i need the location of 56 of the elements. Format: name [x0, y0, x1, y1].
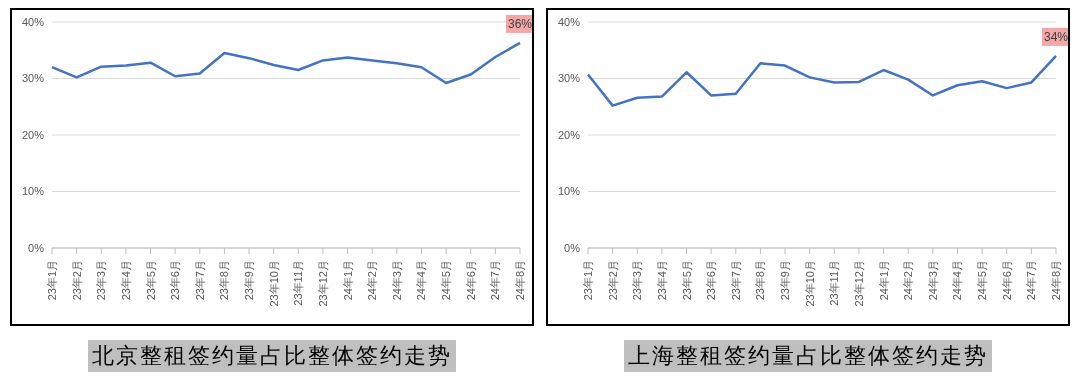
x-tick-label: 23年6月 [169, 260, 182, 301]
x-tick-label: 23年6月 [705, 260, 718, 301]
y-tick-label: 0% [564, 241, 581, 254]
y-tick-label: 30% [21, 72, 45, 85]
x-tick-label: 23年1月 [46, 260, 58, 301]
data-label: 34% [1043, 29, 1069, 44]
y-tick-label: 0% [28, 241, 45, 254]
x-tick-label: 24年3月 [390, 260, 403, 301]
x-tick-label: 24年8月 [1050, 260, 1062, 301]
x-tick-label: 24年1月 [341, 260, 354, 301]
y-tick-label: 30% [557, 72, 581, 85]
x-tick-label: 23年10月 [803, 260, 816, 307]
x-tick-label: 23年7月 [193, 260, 206, 301]
x-tick-label: 24年8月 [514, 260, 526, 301]
x-tick-label: 24年4月 [415, 260, 428, 301]
x-tick-label: 23年1月 [582, 260, 594, 301]
y-tick-label: 10% [21, 185, 45, 198]
x-tick-label: 23年8月 [754, 260, 767, 301]
x-tick-label: 24年3月 [926, 260, 939, 301]
x-tick-label: 23年5月 [144, 260, 157, 301]
data-label: 36% [507, 16, 533, 31]
x-tick-label: 24年7月 [489, 260, 502, 301]
line-series [50, 41, 522, 85]
text: 北京整租签约量占比整体签约走势 [88, 340, 456, 372]
text: 上海整租签约量占比整体签约走势 [624, 340, 992, 372]
x-tick-label: 24年5月 [440, 260, 453, 301]
x-tick-label: 23年3月 [95, 260, 108, 301]
x-tick-label: 23年12月 [852, 260, 865, 307]
x-tick-label: 23年9月 [779, 260, 792, 301]
x-tick-label: 23年11月 [292, 260, 305, 306]
x-tick-label: 24年7月 [1025, 260, 1038, 301]
x-tick-label: 23年8月 [218, 260, 231, 301]
x-tick-label: 23年9月 [243, 260, 256, 301]
x-tick-label: 24年1月 [877, 260, 890, 301]
x-tick-label: 23年2月 [70, 260, 83, 301]
y-tick-label: 20% [557, 128, 581, 141]
x-tick-label: 23年10月 [267, 260, 280, 307]
line-series [586, 54, 1058, 107]
x-tick-label: 23年7月 [729, 260, 742, 301]
x-tick-label: 23年5月 [680, 260, 693, 301]
x-tick-label: 24年6月 [464, 260, 477, 301]
x-tick-label: 24年2月 [366, 260, 379, 301]
x-tick-label: 23年4月 [119, 260, 132, 301]
y-tick-label: 20% [21, 128, 45, 141]
y-tick-label: 40% [21, 15, 45, 28]
x-tick-label: 24年5月 [976, 260, 989, 301]
x-tick-label: 23年12月 [316, 260, 329, 307]
y-tick-label: 40% [557, 15, 581, 28]
x-tick-label: 24年4月 [951, 260, 964, 301]
x-tick-label: 24年2月 [902, 260, 915, 301]
y-tick-label: 10% [557, 185, 581, 198]
x-tick-label: 24年6月 [1000, 260, 1013, 301]
x-tick-label: 23年4月 [655, 260, 668, 301]
x-tick-label: 23年3月 [631, 260, 644, 301]
x-tick-label: 23年2月 [606, 260, 619, 301]
x-tick-label: 23年11月 [828, 260, 841, 306]
